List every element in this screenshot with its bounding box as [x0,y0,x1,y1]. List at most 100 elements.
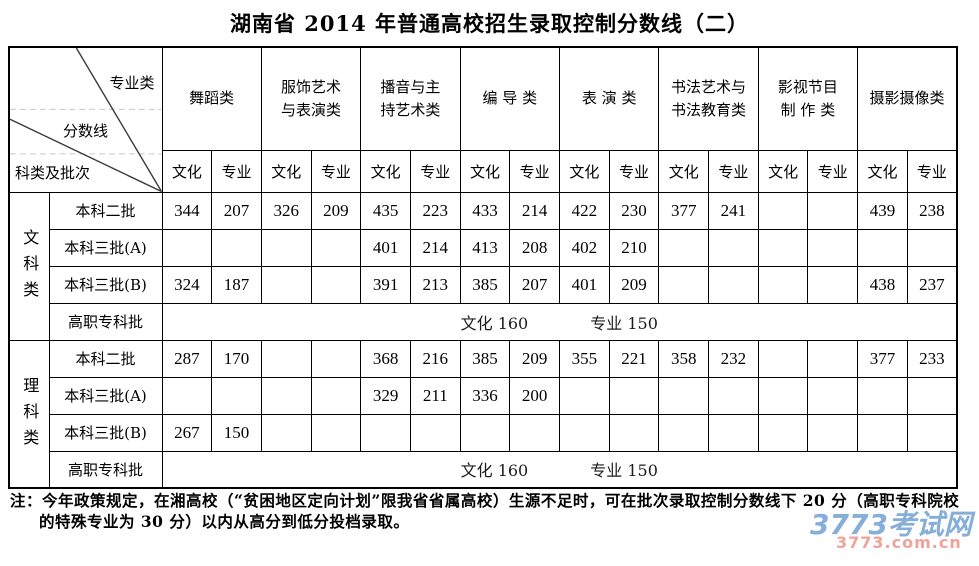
score-cell: 150 [211,413,262,452]
score-cell [857,413,908,452]
score-cell [211,228,262,267]
score-cell [757,339,809,378]
score-cell: 209 [608,265,660,304]
score-cell: 368 [360,339,411,378]
category-header-dance: 舞蹈类 [161,46,262,151]
subheader-major: 专业 [708,149,759,193]
score-cell: 344 [161,191,213,230]
vocational-scores-cell: 文化 160 专业 150 [161,450,958,489]
header-row-subcolumns: 文化 专业 文化 专业 文化 专业 文化 专业 文化 专业 文化 专业 文化 专… [9,149,958,193]
score-cell: 402 [559,228,610,267]
corner-label-scoreline: 分数线 [63,122,109,140]
score-cell [608,376,660,415]
score-cell [708,376,759,415]
score-cell: 287 [161,339,213,378]
score-cell [310,265,362,304]
score-cell: 326 [260,191,312,230]
score-cell [161,228,213,267]
score-cell [260,413,312,452]
vocational-major-score: 专业 150 [590,461,658,481]
vocational-culture-score: 文化 160 [460,313,529,333]
score-cell [857,376,908,415]
score-cell: 208 [509,228,560,267]
score-cell [807,228,859,267]
category-header-calligraphy: 书法艺术与 书法教育类 [658,46,759,151]
score-cell [807,413,859,452]
score-cell: 213 [409,265,461,304]
score-cell [807,265,859,304]
score-cell: 401 [360,228,411,267]
score-cell: 385 [459,265,511,304]
table-row: 高职专科批 文化 160 专业 150 [9,450,958,489]
score-cell: 210 [608,228,660,267]
score-cell [658,376,710,415]
corner-cell: 专业类 分数线 科类及批次 [8,46,163,193]
score-cell: 385 [459,339,511,378]
score-cell [310,228,362,267]
subheader-major: 专业 [906,149,958,193]
score-cell: 216 [409,339,461,378]
subheader-major: 专业 [509,149,560,193]
table-row: 文科类 本科二批 344 207 326 209 435 223 433 214… [8,191,958,341]
subheader-culture: 文化 [658,149,710,193]
watermark-site-name: 3773考试网 [810,508,972,541]
score-cell [857,228,908,267]
score-cell: 223 [409,191,461,230]
score-cell [360,413,411,452]
batch-label: 高职专科批 [48,302,163,341]
score-cell: 241 [708,191,759,230]
subheader-culture: 文化 [559,149,610,193]
score-cell [260,228,312,267]
score-cell: 377 [857,339,908,378]
table-row: 理科类 本科二批 287 170 368 216 385 209 355 221… [8,339,958,489]
score-cell: 435 [360,191,411,230]
score-cell [459,413,511,452]
subheader-culture: 文化 [360,149,411,193]
header-row-categories: 专业类 分数线 科类及批次 舞蹈类 服饰艺术 与表演类 播音与主 持艺术类 编 … [8,46,958,193]
score-cell [906,413,958,452]
score-cell [757,228,809,267]
corner-label-professional: 专业类 [109,74,155,92]
subheader-culture: 文化 [161,149,213,193]
score-cell: 413 [459,228,511,267]
score-cell [509,413,560,452]
watermark-site-domain: 3773.com.cn [836,533,962,552]
score-cell [260,376,312,415]
batch-label: 本科二批 [48,191,163,230]
score-cell [559,376,610,415]
score-cell [161,376,213,415]
score-cell: 207 [211,191,262,230]
batch-label: 本科三批(A) [48,376,163,415]
batch-label: 高职专科批 [48,450,163,489]
score-cell: 391 [360,265,411,304]
subheader-culture: 文化 [459,149,511,193]
diagonal-divider-lines [10,48,161,191]
page-title: 湖南省 2014 年普通高校招生录取控制分数线（二） [229,11,750,36]
category-header-broadcasting: 播音与主 持艺术类 [360,46,461,151]
score-cell [708,228,759,267]
vocational-culture-score: 文化 160 [460,461,529,481]
vocational-scores-cell: 文化 160 专业 150 [161,302,958,341]
batch-label: 本科三批(B) [48,413,163,452]
score-cell [757,376,809,415]
score-cell [906,376,958,415]
subheader-culture: 文化 [757,149,809,193]
score-cell: 324 [161,265,213,304]
table-row: 本科三批(B) 267 150 [9,413,958,452]
score-cell: 187 [211,265,262,304]
section-label-arts: 文科类 [8,191,50,341]
score-cell [807,376,859,415]
score-cell [757,265,809,304]
score-cell [658,228,710,267]
batch-label: 本科三批(B) [48,265,163,304]
score-cell: 233 [906,339,958,378]
score-cell [211,376,262,415]
score-cell: 438 [857,265,908,304]
section-label-science: 理科类 [8,339,50,489]
score-cell [310,413,362,452]
subheader-culture: 文化 [260,149,312,193]
score-cell [260,339,312,378]
score-cell [310,339,362,378]
subheader-major: 专业 [211,149,262,193]
